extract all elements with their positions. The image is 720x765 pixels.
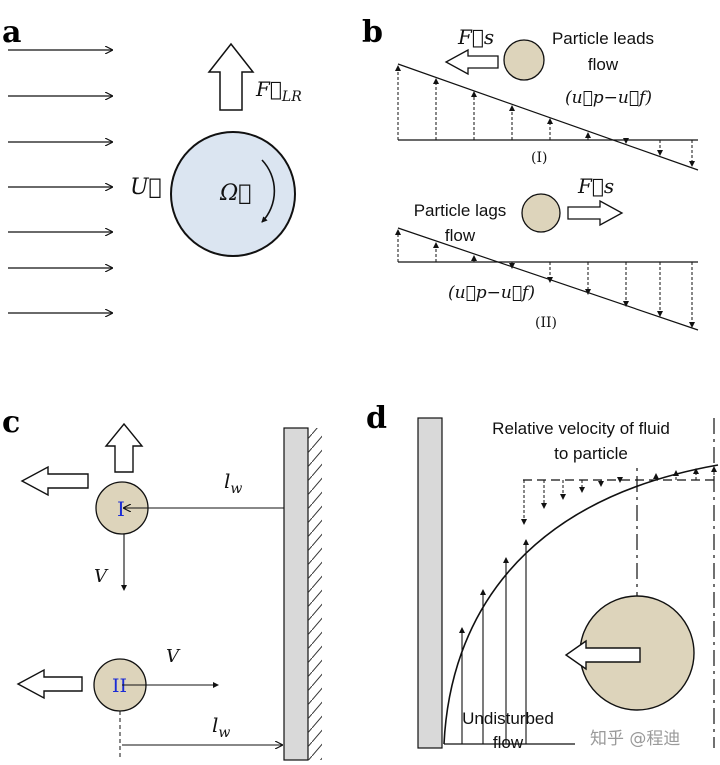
shear-force-bottom-label: F⃗s	[577, 174, 614, 198]
velocity-profile-curve	[443, 464, 719, 745]
rotation-arrow-icon	[261, 159, 276, 223]
shear-force-left-arrow-icon	[444, 48, 499, 76]
panel-letter-b: b	[362, 15, 383, 50]
distance-label-bottom: lw	[212, 713, 230, 741]
watermark: 知乎 @程迪	[590, 729, 680, 749]
velocity-label-bottom: V	[166, 646, 181, 667]
wall-d	[417, 417, 443, 749]
particle-i-up-arrow-icon	[104, 422, 144, 473]
lift-force-arrow-icon	[207, 42, 255, 111]
panel-b: b F⃗s Particle leads flow (u⃗p−u⃗f) (I)	[362, 15, 699, 331]
relative-velocity-top: (u⃗p−u⃗f)	[565, 88, 652, 108]
particle-ii-left-arrow-icon	[16, 668, 83, 700]
particle-lags	[521, 193, 561, 233]
lag-text-line1: Particle lags	[414, 201, 507, 220]
lift-force-main: F⃗	[255, 77, 282, 101]
freestream-arrows	[8, 50, 112, 313]
panel-letter-a: a	[2, 15, 21, 50]
distance-bottom-sub: w	[218, 725, 230, 741]
distance-label-top: lw	[224, 469, 242, 497]
shear-force-right-arrow-icon	[567, 199, 624, 227]
distance-top-sub: w	[230, 481, 242, 497]
profile-arrows	[459, 539, 529, 744]
case-i-profile	[395, 63, 699, 171]
lift-force-sub: LR	[281, 89, 302, 105]
particle-i-left-arrow-icon	[20, 465, 89, 497]
lead-text-line1: Particle leads	[552, 29, 654, 48]
rotation-label: Ω⃗	[219, 181, 251, 206]
panel-letter-d: d	[366, 401, 387, 436]
wall-hatching	[308, 428, 322, 760]
undisturbed-line2: flow	[493, 733, 524, 752]
particle-leads	[503, 39, 545, 81]
particle-i-label: I	[117, 497, 125, 521]
panel-d: d	[366, 401, 719, 752]
caption-backdrop	[470, 414, 696, 468]
velocity-label-top: V	[94, 566, 109, 587]
lift-left-arrow-icon	[564, 639, 641, 671]
relative-velocity-bottom: (u⃗p−u⃗f)	[448, 283, 535, 303]
panel-a: a U⃗ Ω⃗ F⃗LR	[2, 15, 302, 313]
panel-letter-c: c	[2, 405, 20, 440]
lag-text-line2: flow	[445, 226, 476, 245]
case-ii-profile	[395, 227, 699, 331]
lift-force-label: F⃗LR	[255, 77, 302, 105]
shear-force-top-label: F⃗s	[457, 25, 494, 49]
wall-c	[283, 427, 309, 761]
case-i-label: (I)	[531, 150, 547, 166]
flow-velocity-label: U⃗	[130, 175, 162, 200]
undisturbed-line1: Undisturbed	[462, 709, 554, 728]
case-ii-label: (II)	[535, 315, 557, 331]
particle-ii-label: II	[112, 675, 127, 697]
caption-line2: to particle	[554, 444, 628, 463]
caption-line1: Relative velocity of fluid	[492, 419, 670, 438]
relative-velocity-arrows	[521, 466, 717, 525]
lead-text-line2: flow	[588, 55, 619, 74]
panel-c: c I lw V II V lw	[2, 405, 322, 761]
